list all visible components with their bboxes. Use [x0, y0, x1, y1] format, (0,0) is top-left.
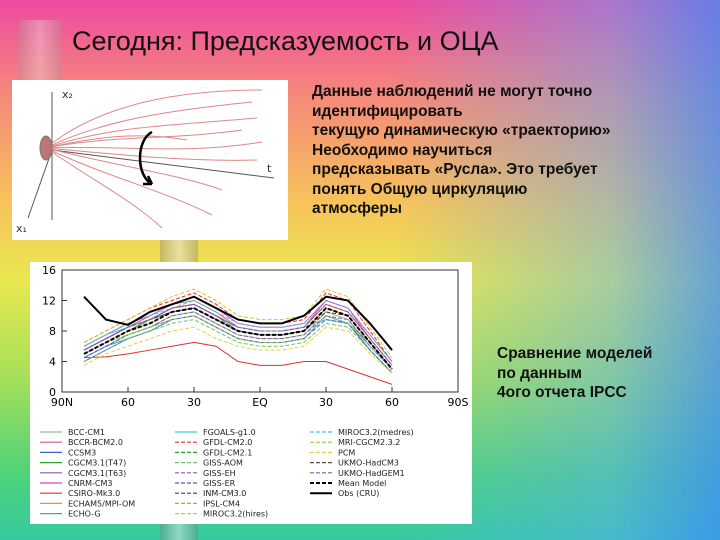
text-line: по данным [497, 364, 583, 382]
legend-label: UKMO-HadCM3 [338, 459, 399, 468]
slide-title: Сегодня: Предсказуемость и ОЦА [72, 26, 499, 56]
x-tick-label: 60 [121, 396, 135, 409]
legend-label: MIROC3.2(medres) [338, 428, 414, 437]
series-line [83, 341, 393, 385]
series-line [83, 326, 393, 374]
series-line [83, 299, 393, 366]
text-line: предсказывать «Русла». Это требует [312, 161, 598, 178]
series-line [83, 295, 393, 351]
text-line: идентифицировать [312, 102, 463, 120]
legend-label: GFDL-CM2.1 [203, 448, 252, 457]
legend-label: ECHAM5/MPI-OM [68, 499, 135, 508]
legend-label: BCC-CM1 [68, 428, 105, 437]
legend-label: CCSM3 [68, 448, 96, 457]
axis-label: x₁ [16, 222, 27, 235]
axis [51, 149, 275, 179]
y-tick-label: 8 [49, 325, 56, 338]
text-line: Сравнение моделей [497, 345, 653, 362]
series-line [83, 296, 393, 362]
caption: Сравнение моделей по данным 4ого отчета IP… [497, 344, 652, 403]
legend-label: CGCM3.1(T63) [68, 469, 126, 478]
series-line [83, 303, 393, 366]
text-line: 4ого отчета IPCC [497, 384, 627, 401]
series-line [83, 288, 393, 358]
y-tick-label: 4 [49, 356, 56, 369]
y-tick-label: 12 [42, 295, 56, 308]
diagram-svg: x₂ t x₁ [16, 88, 275, 235]
ensemble-blob [39, 135, 53, 161]
series-line [83, 299, 393, 366]
legend-label: GISS-ER [203, 479, 236, 488]
legend-label: Mean Model [338, 479, 386, 488]
legend-label: MRI-CGCM2.3.2 [338, 438, 400, 447]
legend-label: GISS-EH [203, 469, 236, 478]
x-tick-label: 30 [187, 396, 201, 409]
legend-label: UKMO-HadGEM1 [338, 469, 405, 478]
axis-label: x₂ [62, 88, 73, 101]
legend-label: GISS-AOM [203, 459, 243, 468]
legend-label: INM-CM3.0 [203, 489, 246, 498]
x-tick-label: 60 [385, 396, 399, 409]
trajectories [45, 89, 263, 229]
y-tick-label: 16 [42, 264, 56, 277]
body-text: Данные наблюдений не могут точно идентифи… [312, 82, 611, 219]
series-line [83, 315, 393, 370]
arrow [138, 130, 154, 186]
axis-label: t [267, 162, 272, 175]
text-line: текущую динамическую «траекторию» [312, 122, 611, 139]
axis [27, 149, 53, 219]
legend-label: Obs (CRU) [338, 489, 379, 498]
text-line: Необходимо научиться [312, 141, 493, 159]
text-line: Данные наблюдений не могут точно [312, 83, 593, 100]
legend-label: PCM [338, 448, 355, 457]
chart-panel: 0 4 8 12 16 90N 60 30 EQ 30 60 90S BCC-CM1 BCCR-BCM2.… [30, 262, 472, 524]
x-tick-label: 90S [448, 396, 469, 409]
legend-label: FGOALS-g1.0 [203, 428, 256, 437]
legend-label: ECHO-G [68, 510, 101, 519]
trajectory-diagram: x₂ t x₁ [12, 80, 288, 240]
legend-label: MIROC3.2(hires) [203, 510, 268, 519]
series-line [83, 306, 393, 370]
chart: 0 4 8 12 16 90N 60 30 EQ 30 60 90S BCC-CM1BCCR-BCM2.… [40, 264, 469, 519]
series-line [83, 319, 393, 374]
legend-label: BCCR-BCM2.0 [68, 438, 123, 447]
y-tick-label: 0 [49, 386, 56, 399]
text-line: атмосферы [312, 200, 403, 217]
legend-label: IPSL-CM4 [203, 499, 240, 508]
x-tick-label: 30 [319, 396, 333, 409]
text-line: понять Общую циркуляцию [312, 180, 528, 198]
legend-label: GFDL-CM2.0 [203, 438, 252, 447]
legend-label: CGCM3.1(T47) [68, 459, 126, 468]
legend-label: CSIRO-Mk3.0 [68, 489, 120, 498]
x-tick-label: EQ [252, 396, 268, 409]
legend-label: CNRM-CM3 [68, 479, 113, 488]
x-tick-label: 90N [51, 396, 73, 409]
